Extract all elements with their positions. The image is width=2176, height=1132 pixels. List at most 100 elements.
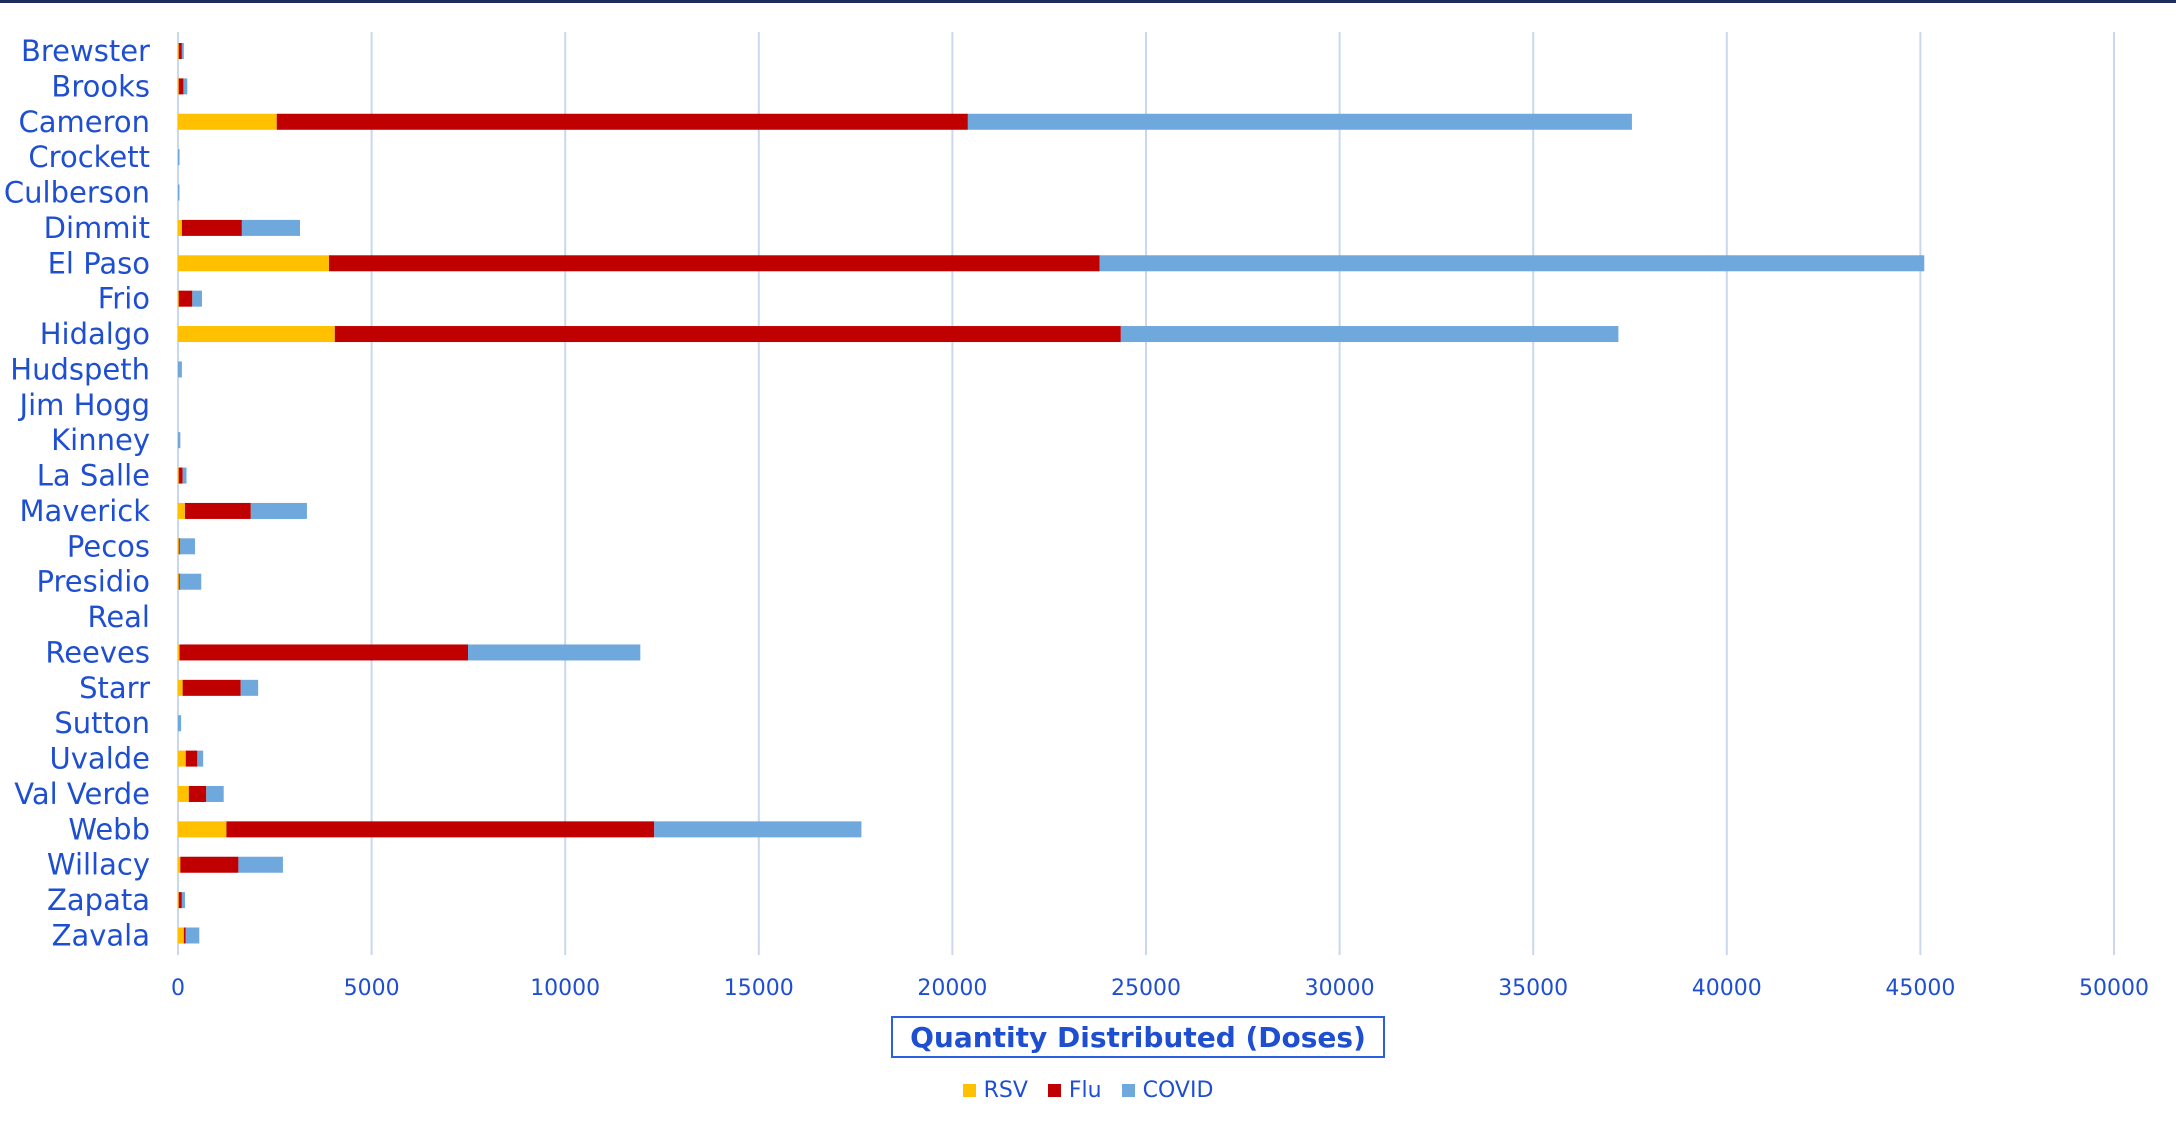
legend-item-covid: COVID bbox=[1121, 1078, 1214, 1103]
legend-swatch bbox=[962, 1084, 976, 1097]
bar-rsv-zavala bbox=[178, 927, 184, 944]
bar-covid-el-paso bbox=[1099, 255, 1925, 272]
bar-flu-starr bbox=[182, 679, 241, 696]
bar-flu-pecos bbox=[178, 538, 181, 555]
bar-covid-la-salle bbox=[182, 467, 187, 484]
bar-rsv-zapata bbox=[178, 892, 180, 909]
category-label: Real bbox=[87, 600, 150, 634]
bar-flu-dimmit bbox=[181, 219, 242, 236]
bar-flu-zapata bbox=[178, 892, 182, 909]
category-label: Cameron bbox=[18, 105, 150, 139]
bar-rsv-webb bbox=[178, 821, 227, 838]
category-label: Culberson bbox=[4, 176, 150, 210]
bar-covid-hudspeth bbox=[178, 361, 182, 378]
category-label: Dimmit bbox=[44, 211, 150, 245]
legend-label: RSV bbox=[983, 1078, 1028, 1103]
bar-flu-webb bbox=[226, 821, 655, 838]
bar-flu-el-paso bbox=[329, 255, 1100, 272]
bar-rsv-dimmit bbox=[178, 219, 182, 236]
bar-flu-val-verde bbox=[188, 785, 207, 802]
category-label: Jim Hogg bbox=[18, 388, 150, 422]
category-label: Willacy bbox=[47, 848, 150, 882]
x-tick-label: 50000 bbox=[2079, 976, 2149, 1001]
bar-covid-culberson bbox=[178, 184, 180, 201]
bar-covid-uvalde bbox=[197, 750, 204, 767]
category-labels: BrewsterBrooksCameronCrockettCulbersonDi… bbox=[4, 34, 150, 953]
x-axis-title: Quantity Distributed (Doses) bbox=[891, 1016, 1385, 1058]
bar-flu-reeves bbox=[179, 644, 469, 661]
bar-covid-willacy bbox=[238, 856, 283, 873]
bar-covid-kinney bbox=[178, 432, 181, 449]
bar-rsv-uvalde bbox=[178, 750, 186, 767]
bar-covid-pecos bbox=[179, 538, 196, 555]
category-label: Crockett bbox=[28, 140, 150, 174]
bar-rsv-brewster bbox=[178, 43, 180, 59]
bar-covid-frio bbox=[192, 290, 203, 307]
bar-flu-maverick bbox=[184, 502, 251, 519]
x-tick-label: 25000 bbox=[1111, 976, 1181, 1001]
bar-covid-presidio bbox=[179, 573, 202, 590]
x-tick-label: 15000 bbox=[724, 976, 794, 1001]
bar-rsv-starr bbox=[178, 679, 183, 696]
category-label: Zavala bbox=[52, 919, 150, 953]
bar-rsv-presidio bbox=[178, 573, 180, 590]
category-label: Starr bbox=[79, 671, 150, 705]
x-tick-label: 40000 bbox=[1692, 976, 1762, 1001]
x-tick-label: 0 bbox=[171, 976, 185, 1001]
category-label: Frio bbox=[98, 282, 150, 316]
legend-item-flu: Flu bbox=[1047, 1078, 1102, 1103]
bar-covid-maverick bbox=[250, 502, 307, 519]
x-tick-label: 35000 bbox=[1498, 976, 1568, 1001]
top-border bbox=[0, 0, 2176, 3]
bar-flu-brewster bbox=[178, 43, 182, 59]
bar-covid-dimmit bbox=[241, 219, 300, 236]
category-label: Hudspeth bbox=[10, 352, 150, 386]
bar-rsv-reeves bbox=[178, 644, 180, 661]
bar-covid-sutton bbox=[178, 715, 182, 732]
bar-rsv-pecos bbox=[178, 538, 180, 555]
bar-rsv-maverick bbox=[178, 502, 185, 519]
bar-rsv-willacy bbox=[178, 856, 181, 873]
legend-item-rsv: RSV bbox=[962, 1078, 1028, 1103]
category-label: Uvalde bbox=[50, 742, 150, 776]
bar-covid-brewster bbox=[181, 43, 184, 59]
bar-covid-zavala bbox=[185, 927, 200, 944]
x-tick-label: 20000 bbox=[917, 976, 987, 1001]
category-label: La Salle bbox=[37, 459, 150, 493]
bar-rsv-val-verde bbox=[178, 785, 189, 802]
legend: RSV Flu COVID bbox=[0, 1078, 2176, 1103]
x-tick-label: 30000 bbox=[1305, 976, 1375, 1001]
bar-rsv-cameron bbox=[178, 113, 277, 130]
bar-rsv-la-salle bbox=[178, 467, 180, 484]
bar-flu-hidalgo bbox=[334, 326, 1121, 343]
bar-covid-webb bbox=[654, 821, 862, 838]
category-label: Reeves bbox=[45, 635, 150, 669]
legend-label: COVID bbox=[1142, 1078, 1214, 1103]
bar-flu-uvalde bbox=[185, 750, 198, 767]
category-label: Webb bbox=[68, 812, 150, 846]
bar-covid-hidalgo bbox=[1120, 326, 1619, 343]
bar-covid-reeves bbox=[468, 644, 641, 661]
bar-covid-crockett bbox=[178, 149, 180, 166]
category-label: Brewster bbox=[21, 34, 150, 68]
bar-flu-willacy bbox=[180, 856, 239, 873]
category-label: El Paso bbox=[48, 246, 150, 280]
category-label: Zapata bbox=[47, 883, 150, 917]
category-label: Maverick bbox=[19, 494, 150, 528]
bar-rsv-hidalgo bbox=[178, 326, 335, 343]
x-tick-labels: 0 5000 10000 15000 20000 25000 30000 35000 40000… bbox=[171, 976, 2149, 1001]
legend-label: Flu bbox=[1068, 1078, 1102, 1103]
bar-covid-cameron bbox=[967, 113, 1632, 130]
bar-flu-la-salle bbox=[178, 467, 183, 484]
legend-swatch bbox=[1121, 1084, 1135, 1097]
x-tick-label: 45000 bbox=[1885, 976, 1955, 1001]
category-label: Brooks bbox=[51, 69, 150, 103]
gridlines bbox=[177, 32, 2115, 955]
category-label: Val Verde bbox=[14, 777, 150, 811]
category-label: Hidalgo bbox=[40, 317, 150, 351]
bar-flu-zavala bbox=[183, 927, 186, 944]
legend-swatch bbox=[1047, 1084, 1061, 1097]
bar-covid-brooks bbox=[183, 78, 188, 95]
category-label: Kinney bbox=[51, 423, 150, 457]
bar-covid-starr bbox=[240, 679, 259, 696]
